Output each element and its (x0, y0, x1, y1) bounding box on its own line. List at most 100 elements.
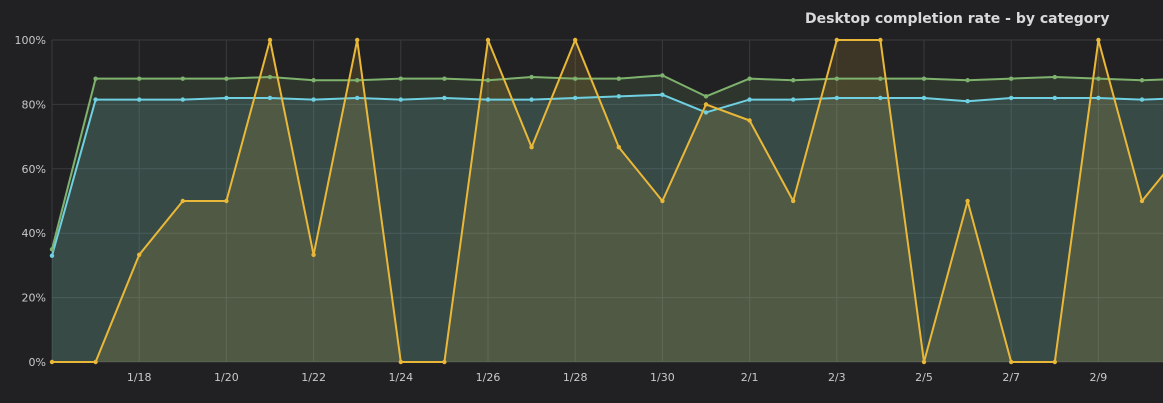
series-area-1 (52, 94, 1163, 362)
series-lines (51, 39, 1163, 363)
y-axis: 0% 20% 40% 60% 80% 100% (15, 34, 46, 369)
data-point[interactable] (1096, 95, 1101, 101)
data-point[interactable] (137, 252, 142, 257)
data-point[interactable] (398, 97, 403, 102)
x-tick-label: 1/28 (563, 371, 588, 384)
data-point[interactable] (834, 37, 839, 43)
data-point[interactable] (224, 76, 229, 81)
data-point[interactable] (1096, 76, 1101, 81)
data-point[interactable] (355, 37, 360, 43)
data-point[interactable] (1139, 198, 1145, 204)
data-point[interactable] (791, 198, 796, 204)
data-point[interactable] (398, 359, 403, 365)
data-point[interactable] (137, 97, 142, 102)
data-point[interactable] (49, 253, 55, 258)
data-point[interactable] (93, 97, 98, 102)
data-point[interactable] (93, 359, 98, 365)
data-point[interactable] (224, 95, 229, 101)
data-point[interactable] (660, 198, 665, 204)
data-point[interactable] (267, 37, 273, 43)
data-point[interactable] (573, 37, 578, 43)
x-tick-label: 2/1 (741, 371, 759, 384)
series-area-0 (52, 75, 1163, 362)
data-point[interactable] (485, 97, 491, 102)
series-line-2 (52, 39, 1163, 363)
x-tick-label: 2/5 (915, 371, 933, 384)
y-tick-label: 80% (22, 98, 46, 111)
data-point[interactable] (355, 95, 360, 101)
data-point[interactable] (1139, 97, 1145, 102)
data-point[interactable] (267, 74, 273, 80)
data-point[interactable] (485, 78, 491, 83)
data-point[interactable] (311, 78, 316, 83)
data-point[interactable] (965, 78, 970, 83)
data-point[interactable] (1009, 359, 1014, 365)
data-point[interactable] (834, 95, 839, 101)
series-line-1 (51, 93, 1163, 256)
data-point[interactable] (921, 359, 927, 365)
data-point[interactable] (878, 76, 883, 81)
data-point[interactable] (49, 247, 55, 252)
data-point[interactable] (180, 198, 185, 204)
y-tick-label: 60% (22, 163, 46, 176)
data-point[interactable] (965, 198, 970, 204)
data-point[interactable] (1096, 37, 1101, 43)
panel-title[interactable]: Desktop completion rate - by category (805, 11, 1110, 27)
data-point[interactable] (485, 37, 491, 43)
data-point[interactable] (965, 98, 970, 104)
data-point[interactable] (1009, 95, 1014, 101)
x-tick-label: 1/24 (388, 371, 413, 384)
data-point[interactable] (1009, 76, 1014, 81)
y-tick-label: 40% (22, 227, 46, 240)
data-point[interactable] (224, 198, 229, 204)
data-point[interactable] (1052, 95, 1058, 101)
data-point[interactable] (442, 359, 447, 365)
data-point[interactable] (442, 95, 447, 101)
data-point[interactable] (616, 94, 621, 99)
data-point[interactable] (355, 78, 360, 83)
data-point[interactable] (398, 76, 403, 81)
data-point[interactable] (137, 76, 142, 81)
data-point[interactable] (921, 95, 927, 101)
data-point[interactable] (1052, 74, 1058, 80)
data-point[interactable] (878, 95, 883, 101)
data-point[interactable] (1052, 359, 1058, 365)
data-point[interactable] (616, 145, 621, 150)
data-point[interactable] (616, 76, 621, 81)
data-point[interactable] (878, 37, 883, 43)
data-point[interactable] (791, 97, 796, 102)
data-point[interactable] (1139, 78, 1145, 83)
data-point[interactable] (747, 76, 752, 81)
data-point[interactable] (529, 145, 534, 150)
data-point[interactable] (180, 76, 185, 81)
data-point[interactable] (311, 97, 316, 102)
data-point[interactable] (49, 359, 55, 365)
data-point[interactable] (703, 110, 709, 115)
data-point[interactable] (180, 97, 185, 102)
data-point[interactable] (703, 94, 709, 99)
data-point[interactable] (529, 74, 534, 80)
y-tick-label: 20% (22, 292, 46, 305)
data-point[interactable] (660, 73, 665, 78)
data-point[interactable] (834, 76, 839, 81)
data-point[interactable] (921, 76, 927, 81)
data-point[interactable] (267, 95, 273, 101)
data-point[interactable] (747, 118, 752, 123)
data-point[interactable] (311, 252, 316, 257)
data-point[interactable] (573, 95, 578, 101)
series-line-0 (51, 74, 1163, 250)
data-point[interactable] (791, 78, 796, 83)
data-point[interactable] (529, 97, 534, 102)
data-point[interactable] (93, 76, 98, 81)
data-point[interactable] (442, 76, 447, 81)
data-point[interactable] (747, 97, 752, 102)
series-points (49, 37, 1145, 365)
x-tick-label: 1/22 (301, 371, 326, 384)
x-tick-label: 2/9 (1090, 371, 1108, 384)
data-point[interactable] (660, 92, 665, 97)
data-point[interactable] (703, 102, 709, 107)
x-tick-label: 1/20 (214, 371, 239, 384)
data-point[interactable] (573, 76, 578, 81)
